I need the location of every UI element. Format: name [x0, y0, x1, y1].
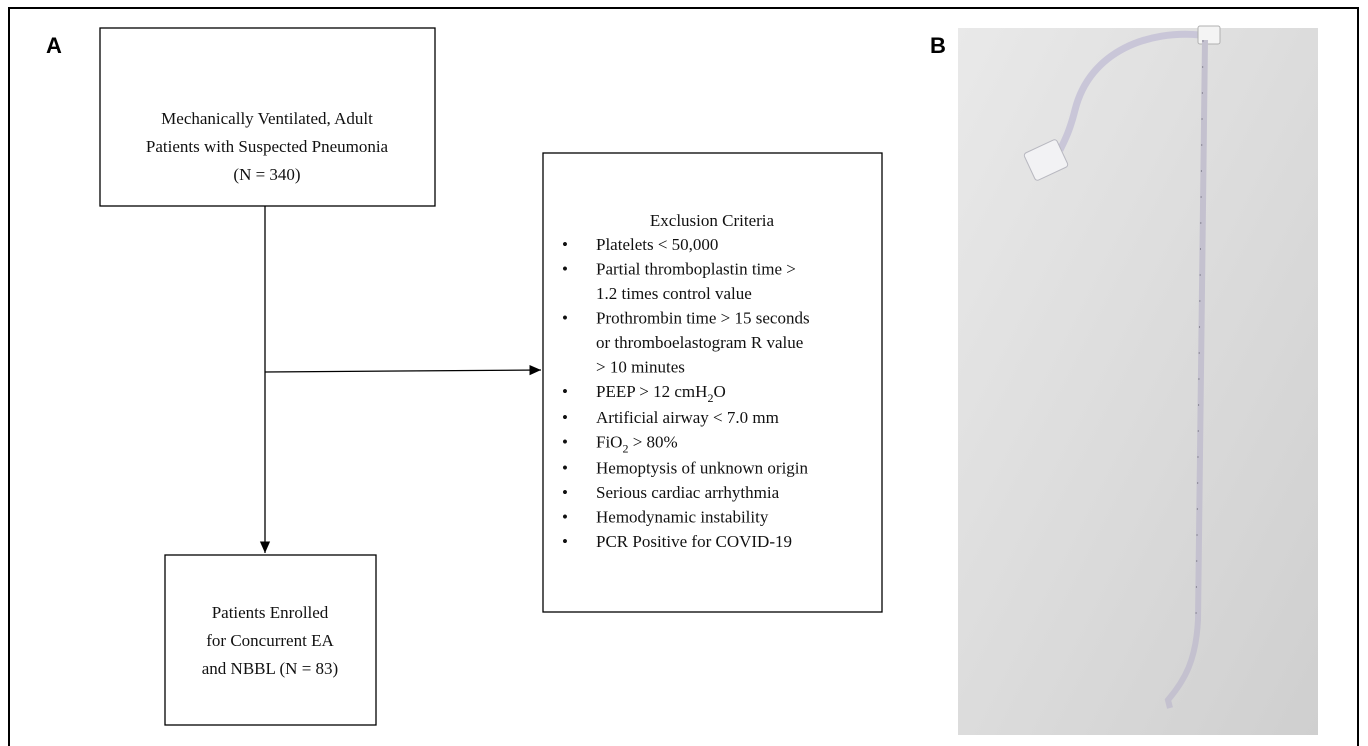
text-part: O: [713, 382, 725, 401]
node-text: Patients Enrolled: [212, 603, 329, 622]
criterion-text: > 10 minutes: [596, 358, 685, 377]
catheter-photo: [958, 26, 1318, 735]
criterion-text: PCR Positive for COVID-19: [596, 532, 792, 551]
bullet: •: [562, 408, 568, 427]
bullet: •: [562, 433, 568, 452]
node-text: Mechanically Ventilated, Adult: [161, 109, 373, 128]
bullet: •: [562, 459, 568, 478]
criterion-text: Hemodynamic instability: [596, 508, 769, 527]
criterion-text: Artificial airway < 7.0 mm: [596, 408, 779, 427]
node-text: for Concurrent EA: [206, 631, 334, 650]
panel-label: B: [930, 33, 946, 58]
text-part: PEEP > 12 cmH: [596, 382, 707, 401]
bullet: •: [562, 532, 568, 551]
criterion-text: Partial thromboplastin time >: [596, 260, 796, 279]
bullet: •: [562, 483, 568, 502]
bullet: •: [562, 260, 568, 279]
node-title: Exclusion Criteria: [650, 211, 775, 230]
criterion-text: Platelets < 50,000: [596, 235, 718, 254]
criterion-text: 1.2 times control value: [596, 284, 752, 303]
criterion-text: Hemoptysis of unknown origin: [596, 459, 809, 478]
node-text: (N = 340): [233, 165, 300, 184]
bullet: •: [562, 309, 568, 328]
node-text: Patients with Suspected Pneumonia: [146, 137, 389, 156]
criterion-text: Prothrombin time > 15 seconds: [596, 309, 810, 328]
bullet: •: [562, 508, 568, 527]
arrow: [265, 370, 541, 372]
criterion-text: Serious cardiac arrhythmia: [596, 483, 780, 502]
bullet: •: [562, 382, 568, 401]
text-part: FiO: [596, 433, 622, 452]
bullet: •: [562, 235, 568, 254]
criterion-text: or thromboelastogram R value: [596, 333, 803, 352]
text-part: > 80%: [628, 433, 677, 452]
panel-label: A: [46, 33, 62, 58]
node-text: and NBBL (N = 83): [202, 659, 338, 678]
figure: A B Mechanically Ventilated, Adult Patien…: [0, 0, 1368, 746]
